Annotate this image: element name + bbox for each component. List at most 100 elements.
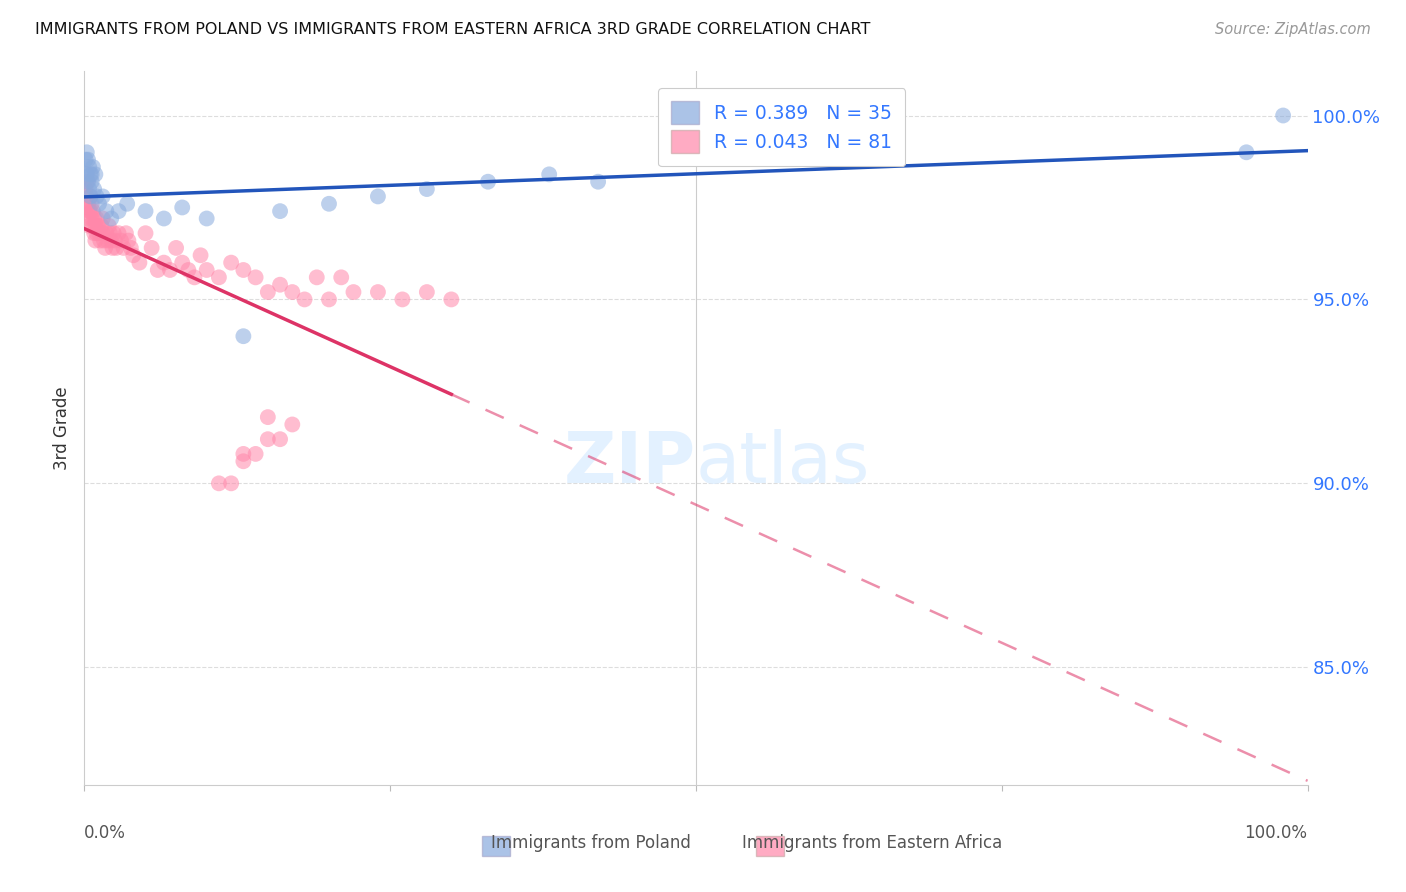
Text: Source: ZipAtlas.com: Source: ZipAtlas.com	[1215, 22, 1371, 37]
Point	[77, 153, 100, 167]
Point	[107, 204, 129, 219]
Text: atlas: atlas	[696, 429, 870, 499]
Point	[219, 476, 242, 491]
Point	[330, 270, 353, 285]
Text: Immigrants from Poland: Immigrants from Poland	[491, 834, 690, 852]
Point	[294, 293, 316, 307]
Point	[135, 226, 157, 240]
Point	[75, 153, 97, 167]
Point	[115, 226, 138, 240]
Text: ZIP: ZIP	[564, 429, 696, 499]
Point	[76, 189, 98, 203]
Point	[89, 234, 111, 248]
Point	[96, 226, 118, 240]
Point	[128, 255, 150, 269]
Point	[367, 189, 389, 203]
Point	[101, 241, 124, 255]
Point	[79, 189, 101, 203]
Point	[100, 234, 122, 248]
Point	[195, 211, 218, 226]
Point	[416, 285, 439, 299]
Point	[86, 211, 108, 226]
Legend: R = 0.389   N = 35, R = 0.043   N = 81: R = 0.389 N = 35, R = 0.043 N = 81	[658, 88, 905, 167]
Point	[416, 182, 439, 196]
Text: IMMIGRANTS FROM POLAND VS IMMIGRANTS FROM EASTERN AFRICA 3RD GRADE CORRELATION C: IMMIGRANTS FROM POLAND VS IMMIGRANTS FRO…	[35, 22, 870, 37]
Point	[87, 226, 110, 240]
Point	[80, 196, 103, 211]
Point	[104, 234, 127, 248]
Point	[141, 241, 163, 255]
Point	[77, 219, 100, 233]
Point	[318, 196, 340, 211]
Point	[477, 175, 499, 189]
Point	[79, 189, 101, 203]
Point	[103, 226, 125, 240]
Point	[538, 167, 561, 181]
Point	[79, 204, 101, 219]
Point	[1236, 145, 1258, 160]
Point	[84, 167, 107, 181]
Point	[75, 182, 97, 196]
Point	[112, 241, 135, 255]
Point	[115, 196, 138, 211]
Point	[96, 204, 118, 219]
Point	[98, 226, 121, 240]
Point	[586, 175, 609, 189]
Point	[281, 285, 304, 299]
Point	[77, 160, 100, 174]
Point	[305, 270, 328, 285]
Point	[440, 293, 463, 307]
Point	[77, 196, 100, 211]
Point	[79, 167, 101, 181]
Point	[232, 454, 254, 468]
Point	[91, 226, 114, 240]
Point	[172, 201, 194, 215]
Text: 100.0%: 100.0%	[1244, 824, 1308, 842]
Point	[391, 293, 413, 307]
Point	[90, 219, 112, 233]
Point	[100, 211, 122, 226]
Point	[86, 189, 108, 203]
Point	[269, 204, 291, 219]
Text: Immigrants from Eastern Africa: Immigrants from Eastern Africa	[741, 834, 1002, 852]
Point	[122, 248, 145, 262]
Point	[165, 241, 187, 255]
Point	[318, 293, 340, 307]
Bar	[756, 836, 785, 855]
Bar	[481, 836, 510, 855]
Point	[269, 432, 291, 446]
Point	[245, 447, 267, 461]
Point	[107, 226, 129, 240]
Point	[120, 241, 142, 255]
Point	[219, 255, 242, 269]
Point	[110, 234, 132, 248]
Point	[77, 211, 100, 226]
Point	[83, 182, 105, 196]
Point	[83, 211, 105, 226]
Point	[153, 211, 176, 226]
Point	[146, 263, 169, 277]
Point	[208, 270, 231, 285]
Point	[208, 476, 231, 491]
Point	[1272, 108, 1295, 122]
Point	[82, 204, 104, 219]
Point	[281, 417, 304, 432]
Point	[87, 196, 110, 211]
Y-axis label: 3rd Grade: 3rd Grade	[53, 386, 72, 470]
Point	[76, 167, 98, 181]
Point	[159, 263, 181, 277]
Point	[76, 145, 98, 160]
Point	[135, 204, 157, 219]
Point	[257, 432, 280, 446]
Point	[232, 329, 254, 343]
Point	[80, 211, 103, 226]
Point	[77, 182, 100, 196]
Point	[84, 234, 107, 248]
Text: 0.0%: 0.0%	[84, 824, 127, 842]
Point	[367, 285, 389, 299]
Point	[232, 447, 254, 461]
Point	[190, 248, 212, 262]
Point	[82, 219, 104, 233]
Point	[177, 263, 200, 277]
Point	[75, 201, 97, 215]
